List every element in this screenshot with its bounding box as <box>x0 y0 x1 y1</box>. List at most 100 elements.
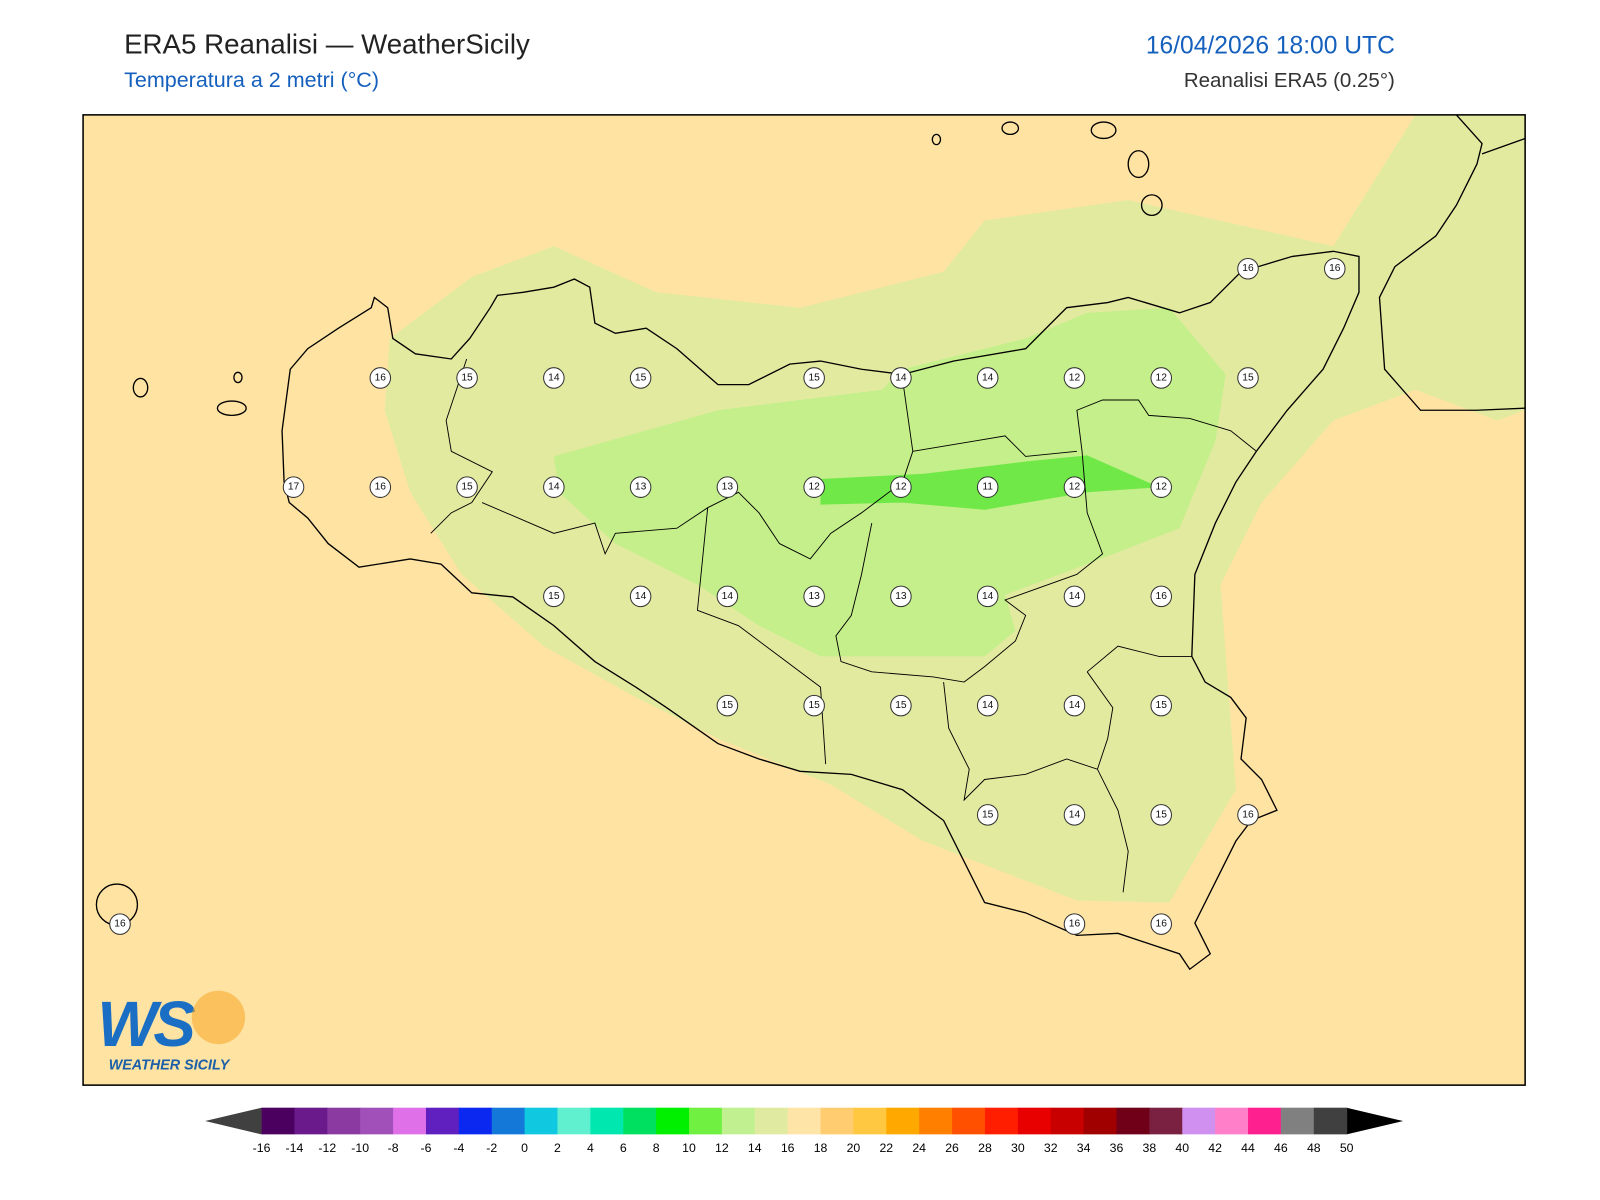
station-circle <box>803 585 825 608</box>
station-value: 14 <box>722 591 734 602</box>
station: 16 <box>1150 913 1172 935</box>
colorbar-segment <box>261 1107 295 1135</box>
colorbar-tick-label: 50 <box>1340 1141 1354 1155</box>
colorbar-tick-label: 34 <box>1077 1141 1091 1155</box>
station-circle <box>543 585 565 608</box>
colorbar-segment <box>656 1107 690 1135</box>
station: 16 <box>1237 257 1259 280</box>
station: 14 <box>890 367 912 389</box>
station-value: 14 <box>548 482 560 493</box>
colorbar-tick-label: -6 <box>420 1141 431 1155</box>
station-circle <box>369 367 392 389</box>
station-value: 12 <box>895 482 907 493</box>
station-value: 15 <box>461 482 473 493</box>
station-circle <box>1150 367 1172 389</box>
colorbar-tick-label: 10 <box>682 1141 696 1155</box>
station-value: 14 <box>1069 700 1081 711</box>
station-value: 12 <box>1069 372 1081 383</box>
colorbar-segment <box>1182 1107 1216 1135</box>
colorbar-segment <box>458 1107 493 1135</box>
station-value: 12 <box>1069 482 1081 493</box>
colorbar-tick-label: 6 <box>620 1141 627 1155</box>
station-value: 13 <box>635 482 647 493</box>
province-border <box>1086 645 1192 770</box>
colorbar-segment <box>1050 1107 1085 1135</box>
station-value: 14 <box>982 591 994 602</box>
colorbar-segment <box>1215 1107 1249 1135</box>
calabria-coast <box>1481 137 1526 155</box>
station-value: 15 <box>1156 700 1168 711</box>
station-circle <box>1237 367 1259 389</box>
station-value: 13 <box>895 591 907 602</box>
province-border <box>835 399 1257 683</box>
station-circle <box>976 367 999 389</box>
station-circle <box>369 476 392 498</box>
station-circle <box>1063 476 1086 498</box>
station-circle <box>976 694 999 717</box>
colorbar-tick-label: 2 <box>554 1141 561 1155</box>
map: 16 16 16 15 14 15 15 14 14 12 12 15 17 16 15 14 13 13 12 12… <box>83 114 1526 1086</box>
station: 15 <box>976 804 999 826</box>
station-circle <box>890 585 912 608</box>
station-circle <box>543 476 565 498</box>
station-value: 13 <box>808 591 820 602</box>
colorbar-segment <box>524 1107 558 1135</box>
colorbar-segment <box>1149 1107 1183 1135</box>
station-circle <box>976 804 999 826</box>
station-circle <box>1063 804 1086 826</box>
station-circle <box>976 585 999 608</box>
colorbar-tick-label: 44 <box>1241 1141 1255 1155</box>
station-circle <box>716 476 739 498</box>
coastlines <box>95 114 1526 971</box>
island <box>1140 194 1163 217</box>
station-value: 13 <box>722 482 734 493</box>
colorbar-tick-label: 46 <box>1274 1141 1288 1155</box>
station-value: 15 <box>635 372 647 383</box>
colorbar-over <box>1346 1107 1404 1135</box>
calabria-coast <box>1378 114 1526 411</box>
station-value: 12 <box>1156 482 1168 493</box>
colorbar-tick-label: 20 <box>847 1141 861 1155</box>
station-value: 15 <box>895 700 907 711</box>
station-value: 14 <box>548 372 560 383</box>
colorbar-tick-label: 32 <box>1044 1141 1058 1155</box>
station-value: 15 <box>1156 809 1168 820</box>
station: 15 <box>803 367 825 389</box>
sicily-coast <box>281 250 1360 971</box>
station-circle <box>456 367 478 389</box>
station-value: 16 <box>375 482 387 493</box>
station-value: 11 <box>982 482 993 493</box>
colorbar-tick-label: -4 <box>453 1141 464 1155</box>
title: ERA5 Reanalisi — WeatherSicily <box>124 28 530 59</box>
colorbar-segment <box>1248 1107 1282 1135</box>
subtitle: Temperatura a 2 metri (°C) <box>124 68 379 92</box>
colorbar-tick-label: 14 <box>748 1141 762 1155</box>
colorbar-segment <box>425 1107 460 1135</box>
station: 15 <box>890 694 912 717</box>
province-border <box>943 682 1129 893</box>
colorbar-segment <box>327 1107 361 1135</box>
station-value: 16 <box>1242 263 1254 274</box>
colorbar-segment <box>1083 1107 1118 1135</box>
colorbar-segment <box>820 1107 854 1135</box>
logo-sun <box>191 990 246 1045</box>
colorbar-tick-label: 22 <box>879 1141 893 1155</box>
logo: WS WEATHER SICILY <box>97 989 246 1074</box>
station: 16 <box>109 913 131 935</box>
station: 16 <box>369 476 392 498</box>
station-circle <box>716 694 739 717</box>
colorbar-segment <box>557 1107 591 1135</box>
colorbar-segment <box>952 1107 986 1135</box>
station-circle <box>1237 804 1259 826</box>
station-value: 15 <box>1242 372 1254 383</box>
station: 16 <box>1237 804 1259 826</box>
station-circle <box>976 476 999 498</box>
station-value: 16 <box>114 919 126 930</box>
station-circle <box>1150 804 1172 826</box>
station-value: 16 <box>1069 919 1081 930</box>
island <box>1001 121 1020 136</box>
station-circle <box>282 476 305 498</box>
station-value: 16 <box>1329 263 1341 274</box>
station: 16 <box>1324 257 1346 280</box>
colorbar-tick-label: 42 <box>1208 1141 1222 1155</box>
